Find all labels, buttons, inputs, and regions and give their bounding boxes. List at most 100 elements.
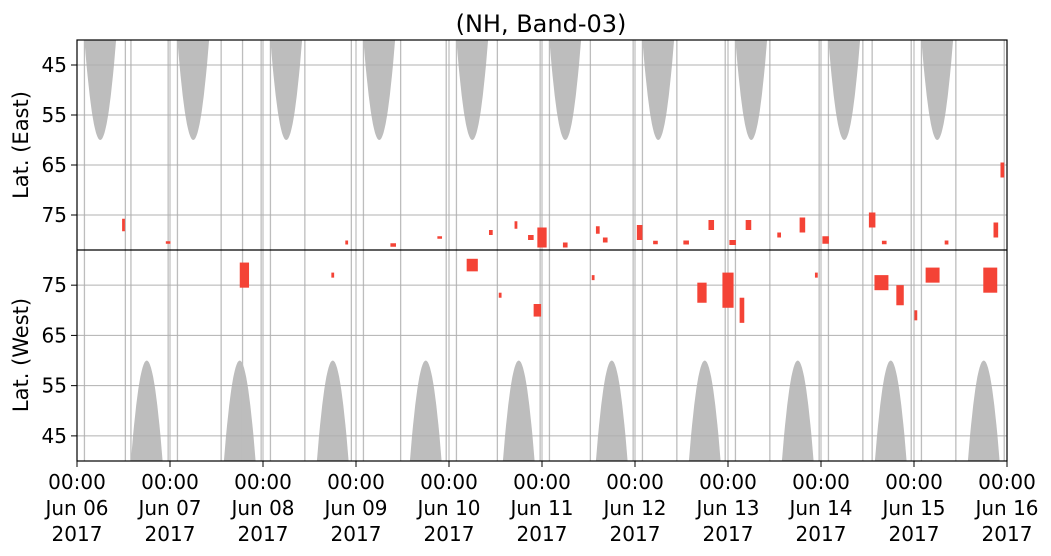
event-patch-west (239, 262, 250, 288)
event-patch-east (708, 220, 715, 230)
x-tick-label-line: 2017 (703, 522, 754, 546)
x-tick-label-line: Jun 10 (415, 496, 480, 520)
event-patch-east (390, 243, 396, 247)
event-patch-east (528, 235, 534, 240)
y-tick-label-west: 45 (42, 424, 67, 448)
event-patch-west (498, 292, 502, 298)
x-tick-label: 00:00 Jun 11 2017 (508, 470, 573, 546)
event-patch-east (868, 212, 876, 228)
y-tick-label-west: 55 (42, 374, 67, 398)
x-tick-label-line: 2017 (52, 522, 103, 546)
x-tick-label-line: 00:00 (141, 470, 199, 494)
x-tick-label-line: Jun 14 (787, 496, 852, 520)
y-tick-label-west: 65 (42, 323, 67, 347)
x-tick-label-line: Jun 13 (694, 496, 759, 520)
y-tick-label-east: 45 (42, 53, 67, 77)
coverage-lobe-west (316, 360, 349, 461)
x-tick-label: 00:00 Jun 08 2017 (229, 470, 294, 546)
x-tick-label-line: 00:00 (48, 470, 106, 494)
event-patch-east (488, 230, 493, 235)
axes-layer (71, 39, 1008, 467)
grid-layer (76, 40, 1008, 461)
event-patch-east (881, 240, 887, 245)
event-patch-west (983, 267, 998, 293)
event-patch-east (595, 226, 600, 234)
x-tick-label: 00:00 Jun 12 2017 (601, 470, 666, 546)
coverage-lobe-east (921, 40, 954, 140)
x-tick-label-line: 2017 (982, 522, 1033, 546)
x-tick-label-line: Jun 08 (229, 496, 294, 520)
x-tick-label: 00:00 Jun 06 2017 (43, 470, 108, 546)
event-patch-west (874, 275, 889, 291)
event-patch-east (537, 227, 547, 248)
coverage-lobe-east (270, 40, 303, 140)
x-tick-label: 00:00 Jun 13 2017 (694, 470, 759, 546)
chart-title: (NH, Band-03) (456, 10, 627, 38)
coverage-lobe-east (84, 40, 117, 140)
event-patch-east (799, 217, 806, 233)
x-tick-label: 00:00 Jun 14 2017 (787, 470, 852, 546)
y-axis-label-west: Lat. (West) (9, 298, 33, 412)
event-patch-west (722, 272, 734, 308)
event-patch-east (745, 220, 752, 230)
coverage-lobe-east (828, 40, 861, 140)
event-patch-east (822, 236, 829, 244)
x-tick-label-line: Jun 07 (136, 496, 201, 520)
x-tick-label: 00:00 Jun 10 2017 (415, 470, 480, 546)
x-tick-label: 00:00 Jun 07 2017 (136, 470, 201, 546)
event-patch-west (739, 297, 745, 323)
coverage-lobe-west (409, 360, 442, 461)
x-tick-label-line: Jun 12 (601, 496, 666, 520)
event-patch-west (814, 272, 818, 278)
event-patch-west (331, 272, 335, 278)
x-tick-label-line: 00:00 (606, 470, 664, 494)
y-tick-label-east: 75 (42, 203, 67, 227)
coverage-lobe-east (177, 40, 210, 140)
x-tick-label: 00:00 Jun 09 2017 (322, 470, 387, 546)
x-tick-label-line: 00:00 (699, 470, 757, 494)
event-patch-east (165, 241, 171, 244)
event-patch-west (914, 310, 918, 321)
x-tick-label-line: 2017 (145, 522, 196, 546)
x-tick-label-line: 00:00 (327, 470, 385, 494)
coverage-lobe-east (735, 40, 768, 140)
x-tick-label-line: Jun 16 (973, 496, 1038, 520)
x-tick-label-line: Jun 11 (508, 496, 573, 520)
coverage-lobe-west (502, 360, 535, 461)
event-patch-east (602, 237, 608, 243)
coverage-lobe-west (874, 360, 907, 461)
event-patch-east (122, 218, 125, 232)
x-tick-label-line: 00:00 (234, 470, 292, 494)
event-patch-west (697, 282, 707, 303)
x-tick-label-line: Jun 06 (43, 496, 108, 520)
x-tick-label-line: 00:00 (792, 470, 850, 494)
event-patch-east (636, 225, 643, 240)
y-tick-label-east: 55 (42, 103, 67, 127)
event-patch-west (925, 267, 940, 283)
coverage-lobe-west (688, 360, 721, 461)
coverage-lobe-west (781, 360, 814, 461)
coverage-lobe-east (456, 40, 489, 140)
coverage-lobe-west (130, 360, 163, 461)
x-tick-label-line: 00:00 (978, 470, 1036, 494)
y-axis-label-east: Lat. (East) (9, 91, 33, 199)
y-tick-label-west: 75 (42, 273, 67, 297)
event-patch-west (533, 304, 542, 317)
event-patch-east (1000, 162, 1005, 178)
event-patch-east (729, 240, 736, 245)
x-tick-label-line: 2017 (238, 522, 289, 546)
event-patch-east (437, 236, 443, 239)
event-patch-west (591, 275, 595, 281)
event-patch-east (562, 242, 568, 248)
event-patch-east (944, 240, 949, 245)
event-patch-east (777, 232, 782, 238)
event-patch-east (683, 240, 689, 245)
x-tick-label-line: 00:00 (885, 470, 943, 494)
x-tick-label-line: 00:00 (513, 470, 571, 494)
coverage-lobe-east (642, 40, 675, 140)
coverage-lobe-west (223, 360, 256, 461)
x-tick-label-line: Jun 15 (880, 496, 945, 520)
coverage-lobe-east (363, 40, 396, 140)
x-tick-label: 00:00 Jun 16 2017 (973, 470, 1038, 546)
